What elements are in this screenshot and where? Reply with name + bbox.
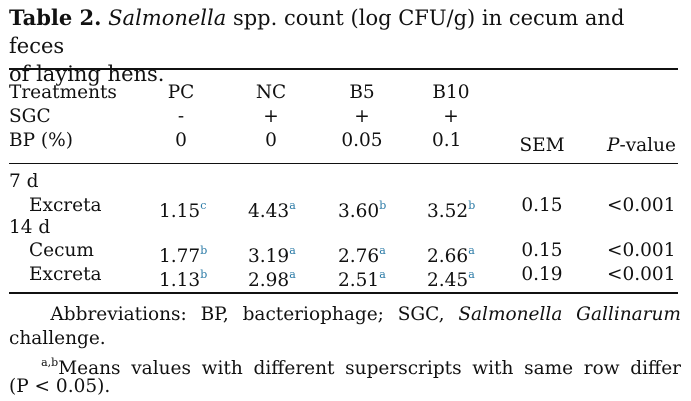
table-cell: 1.77b [159, 239, 207, 269]
bp-value: 0 [175, 130, 187, 151]
table-cell: 1.13b [159, 263, 207, 293]
cell-value: 3.52 [427, 201, 469, 222]
footnote-abbrev-italic: Salmonella Gallinarum [458, 304, 681, 325]
footnote-abbrev-text: Abbreviations: BP, bacteriophage; SGC, [50, 304, 445, 325]
cell-superscript: a [289, 244, 296, 257]
cell-superscript: b [200, 268, 208, 281]
top-rule [9, 68, 678, 70]
cell-value: 1.15 [159, 201, 201, 222]
header-group: NC [255, 82, 287, 103]
p-value: <0.001 [607, 264, 676, 285]
title-text: spp. count (log CFU/g) in cecum and fece… [9, 6, 625, 58]
bp-value: 0.05 [341, 130, 383, 151]
sem-value: 0.15 [521, 195, 563, 216]
table-cell: 4.43a [248, 194, 296, 224]
sgc-value: - [177, 106, 185, 127]
bottom-rule [9, 292, 678, 294]
bp-value: 0.1 [432, 130, 462, 151]
cell-superscript: b [468, 199, 476, 212]
header-sgc: SGC [9, 106, 51, 127]
sgc-value: + [354, 106, 370, 127]
header-p-rest: -value [619, 135, 676, 156]
title-organism: Salmonella [108, 6, 227, 30]
row-label: Excreta [29, 264, 102, 285]
header-pvalue: P-value [607, 134, 676, 158]
section-label: 7 d [9, 171, 39, 192]
cell-value: 2.66 [427, 246, 469, 267]
table-cell: 2.66a [427, 239, 475, 269]
sem-value: 0.15 [521, 240, 563, 261]
cell-value: 2.76 [338, 246, 380, 267]
sgc-value: + [443, 106, 459, 127]
table-cell: 2.98a [248, 263, 296, 293]
cell-value: 2.45 [427, 270, 469, 291]
footnote-abbreviations: Abbreviations: BP, bacteriophage; SGC, S… [9, 303, 681, 327]
table-cell: 3.60b [338, 194, 386, 224]
cell-superscript: b [200, 244, 208, 257]
footnote-superscript: a,b [41, 356, 59, 369]
footnote-abbreviations-end: challenge. [9, 328, 106, 349]
table-label: Table 2. [9, 5, 102, 30]
table-cell: 3.19a [248, 239, 296, 269]
header-group: B5 [349, 82, 375, 103]
bp-value: 0 [265, 130, 277, 151]
header-treatments: Treatments [9, 82, 117, 103]
header-sem: SEM [519, 135, 565, 156]
header-group: B10 [432, 82, 470, 103]
table-cell: 2.45a [427, 263, 475, 293]
section-label: 14 d [9, 217, 51, 238]
cell-superscript: a [379, 244, 386, 257]
cell-value: 4.43 [248, 201, 290, 222]
row-label: Cecum [29, 240, 94, 261]
cell-value: 1.13 [159, 270, 201, 291]
cell-value: 3.60 [338, 201, 380, 222]
cell-superscript: c [200, 199, 207, 212]
cell-superscript: a [468, 244, 475, 257]
cell-value: 2.51 [338, 270, 380, 291]
p-value: <0.001 [607, 195, 676, 216]
p-value: <0.001 [607, 240, 676, 261]
table-cell: 2.51a [338, 263, 386, 293]
footnote-means-end: (P < 0.05). [9, 376, 111, 397]
table-cell: 2.76a [338, 239, 386, 269]
sem-value: 0.19 [521, 264, 563, 285]
table-cell: 3.52b [427, 194, 475, 224]
title-text-line2: of laying hens. [9, 62, 165, 86]
row-label: Excreta [29, 195, 102, 216]
cell-superscript: a [379, 268, 386, 281]
cell-superscript: a [468, 268, 475, 281]
cell-value: 3.19 [248, 246, 290, 267]
header-bp: BP (%) [9, 130, 73, 151]
sgc-value: + [263, 106, 279, 127]
cell-value: 1.77 [159, 246, 201, 267]
cell-superscript: a [289, 199, 296, 212]
header-group: PC [167, 82, 195, 103]
footnote-means-text: Means values with different superscripts… [58, 358, 681, 379]
cell-superscript: a [289, 268, 296, 281]
header-p-italic: P [607, 135, 620, 156]
table-cell: 1.15c [159, 194, 206, 224]
header-rule [9, 163, 678, 164]
table-title: Table 2. Salmonella spp. count (log CFU/… [9, 4, 681, 88]
footnote-means: a,bMeans values with different superscri… [9, 351, 681, 381]
cell-value: 2.98 [248, 270, 290, 291]
cell-superscript: b [379, 199, 387, 212]
